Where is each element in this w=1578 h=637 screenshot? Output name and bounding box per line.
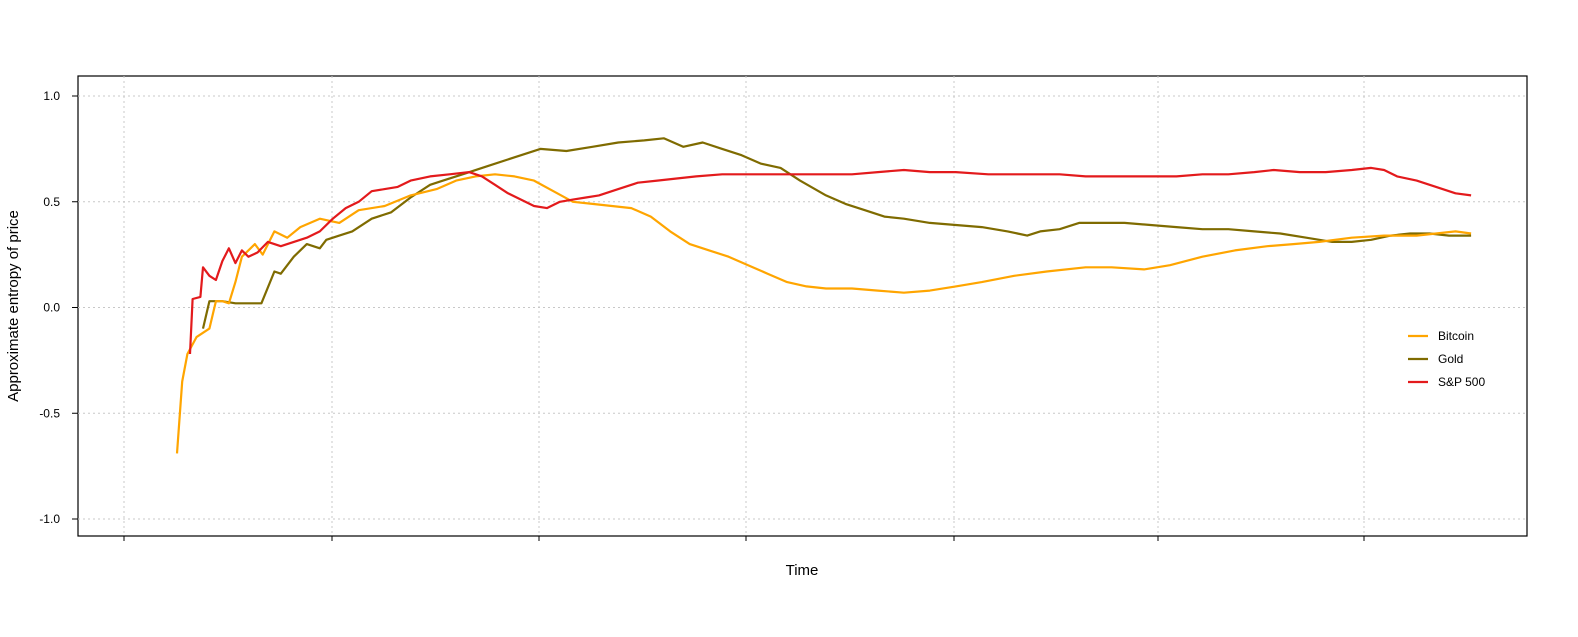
y-tick-label: -0.5	[39, 406, 60, 420]
legend-label: S&P 500	[1438, 375, 1485, 389]
y-axis-title: Approximate entropy of price	[5, 210, 22, 402]
y-tick-label: 1.0	[43, 89, 60, 103]
legend: Bitcoin Gold S&P 500	[1408, 329, 1485, 389]
series-line-s-p-500	[188, 166, 1472, 355]
plot-area	[77, 75, 1528, 537]
y-tick-label: -1.0	[39, 512, 60, 526]
series-line-bitcoin	[175, 173, 1472, 454]
x-axis	[123, 536, 1365, 541]
series-lines	[175, 137, 1472, 454]
y-tick-label: 0.0	[43, 301, 60, 315]
series-line-gold	[201, 137, 1472, 329]
legend-label: Gold	[1438, 352, 1463, 366]
y-axis: -1.0 -0.5 0.0 0.5 1.0	[39, 89, 78, 526]
legend-label: Bitcoin	[1438, 329, 1474, 343]
y-tick-label: 0.5	[43, 195, 60, 209]
grid-lines	[78, 76, 1527, 536]
x-axis-title: Time	[786, 562, 819, 579]
